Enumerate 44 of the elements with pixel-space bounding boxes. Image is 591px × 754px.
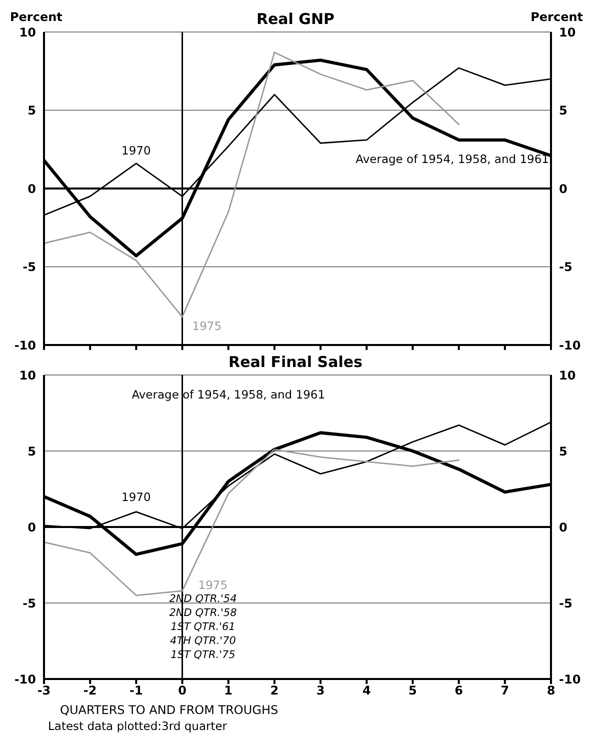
x-tick-label: 5: [408, 684, 417, 698]
x-tick-label: 6: [454, 684, 463, 698]
x-tick-label: 8: [546, 684, 556, 698]
y-tick-label: -5: [22, 596, 36, 610]
y-tick-label: 10: [19, 368, 36, 382]
y-tick-label: 10: [19, 25, 36, 40]
y-tick-label: 5: [28, 444, 36, 458]
y2-tick-label: 5: [559, 444, 568, 458]
y2-tick-label: 0: [559, 182, 568, 196]
y2-tick-label: -5: [559, 260, 572, 274]
x-tick-label: 4: [362, 684, 371, 698]
series-label: 1970: [122, 144, 151, 158]
x-tick-label: 2: [270, 684, 279, 698]
x-tick-label: 1: [224, 684, 233, 698]
y2-tick-label: -10: [559, 672, 581, 686]
series-label: 1975: [192, 318, 222, 333]
series-label: Average of 1954, 1958, and 1961: [356, 152, 549, 166]
x-tick-label: -3: [37, 684, 51, 698]
y2-tick-label: -5: [559, 596, 572, 610]
x-tick-label: -2: [83, 684, 97, 698]
y-tick-label: -10: [14, 672, 36, 686]
chart-title: Real GNP: [256, 10, 335, 28]
x-tick-label: 7: [500, 684, 510, 698]
y-tick-label: 5: [28, 104, 36, 118]
y-tick-label: -10: [14, 338, 36, 352]
x-tick-label: -1: [130, 684, 143, 698]
y2-tick-label: 5: [559, 104, 568, 118]
chart-title: Real Final Sales: [228, 353, 362, 371]
text: Latest data plotted:3rd quarter: [48, 719, 228, 733]
text: Average of 1954, 1958, and 1961: [132, 388, 326, 402]
x-axis-title: QUARTERS TO AND FROM TROUGHS: [60, 703, 278, 717]
y-axis-title: Percent: [10, 10, 62, 24]
x-tick-label: 3: [316, 684, 325, 698]
y2-tick-label: -10: [559, 338, 581, 352]
y2-tick-label: 0: [559, 520, 568, 534]
y2-axis-title: Percent: [530, 10, 583, 24]
series-label: 1970: [122, 490, 151, 504]
y-tick-label: -5: [22, 260, 36, 274]
x-tick-label: 0: [178, 684, 186, 698]
y-tick-label: 0: [28, 520, 36, 534]
series-label: 1975: [198, 578, 228, 592]
y2-tick-label: 10: [559, 368, 576, 382]
y-tick-label: 0: [28, 182, 36, 196]
y2-tick-label: 10: [559, 25, 576, 40]
